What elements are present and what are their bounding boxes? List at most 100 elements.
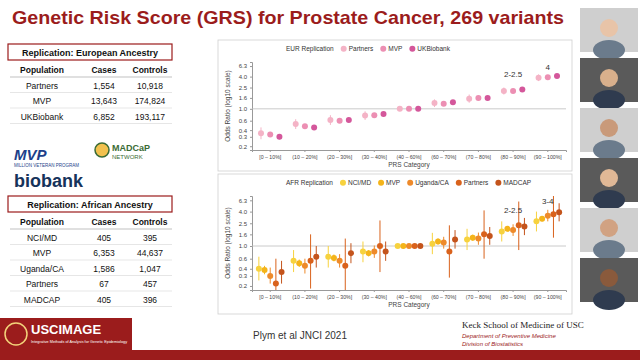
point: [366, 250, 372, 256]
point: [406, 243, 412, 249]
video-person-body: [593, 190, 625, 210]
point: [346, 117, 352, 123]
tick-label: (90 – 100%]: [534, 294, 563, 300]
point: [337, 118, 343, 124]
series: [256, 212, 540, 281]
plot-area: [252, 73, 566, 140]
point: [267, 132, 273, 138]
tick-label: 1.0: [239, 106, 248, 112]
chart-frame: [218, 174, 572, 314]
tick-mark: [250, 269, 252, 270]
point: [485, 95, 491, 101]
annotation: 3-4: [542, 197, 554, 206]
point: [533, 218, 539, 224]
series: [279, 203, 563, 283]
series: [267, 74, 551, 137]
tick-label: 0.2: [239, 144, 248, 150]
point: [441, 240, 447, 246]
y-tick: 2.5: [239, 221, 252, 227]
table-cell: MVP: [33, 248, 52, 258]
tick-mark: [250, 77, 252, 78]
video-person-body: [593, 40, 625, 60]
point: [293, 121, 299, 127]
y-tick: 1.0: [239, 243, 252, 249]
footer-school: Keck School of Medicine of USC: [462, 320, 584, 330]
series: [258, 74, 542, 139]
tick-label: (90 – 100%]: [534, 154, 563, 160]
video-person-head: [600, 219, 618, 237]
footer-logo-sub: Integrative Methods of Analysis for Gene…: [31, 340, 127, 344]
point: [464, 237, 470, 243]
point: [452, 237, 458, 243]
point: [362, 113, 368, 119]
point: [504, 226, 510, 232]
point: [331, 255, 337, 261]
series: [276, 73, 560, 140]
tick-mark: [513, 150, 514, 152]
table-cell: Uganda/CA: [20, 264, 64, 274]
table-title-box: [8, 196, 172, 212]
tick-mark: [374, 290, 375, 292]
tick-mark: [409, 150, 410, 152]
table-cell: 6,353: [93, 248, 115, 258]
tick-mark: [250, 88, 252, 89]
tick-label: 2.5: [239, 85, 248, 91]
axis-line: [250, 197, 253, 291]
table-header: Population: [20, 65, 64, 75]
tick-mark: [443, 290, 444, 292]
y-tick: 0.4: [239, 266, 252, 272]
x-tick: (20 – 30%]: [327, 150, 353, 160]
tick-label: 0.2: [239, 283, 248, 289]
logo-madcap: MADCaP: [112, 143, 150, 153]
x-tick: (40 – 60%]: [396, 150, 422, 160]
tick-mark: [250, 98, 252, 99]
x-axis-title: PRS Category: [388, 301, 430, 309]
tick-mark: [443, 150, 444, 152]
tick-label: 6.3: [239, 63, 248, 69]
tick-mark: [250, 259, 252, 260]
point: [435, 238, 441, 244]
table-header: Cases: [91, 65, 116, 75]
x-tick: (60 – 70%]: [431, 290, 457, 300]
y-tick: 2.5: [239, 85, 252, 91]
point: [441, 101, 447, 107]
legend-label: MVP: [388, 45, 402, 52]
tick-mark: [250, 137, 252, 138]
table-cell: 193,117: [135, 112, 165, 122]
point: [475, 95, 481, 101]
point: [415, 106, 421, 112]
point: [545, 74, 551, 80]
x-tick: [0 – 10%]: [259, 150, 281, 160]
table-cell: 1,586: [93, 264, 115, 274]
video-person-body: [593, 240, 625, 260]
table-title-box: [8, 44, 172, 60]
tick-label: (20 – 30%]: [327, 154, 353, 160]
y-axis: 0.20.30.40.61.01.62.54.06.3: [239, 197, 253, 291]
logo-madcap-sub: NETWORK: [112, 154, 143, 160]
tick-mark: [250, 146, 252, 147]
y-axis-title: Odds Ratio (log10 scale): [224, 70, 232, 142]
table-rule: [10, 123, 172, 124]
tick-label: 0.3: [239, 134, 248, 140]
footer-division: Division of Biostatistics: [462, 341, 523, 347]
tick-label: 1.6: [239, 95, 248, 101]
table-rule: [10, 306, 172, 307]
point: [395, 243, 401, 249]
legend-marker: [407, 180, 413, 186]
legend-label: NCI/MD: [348, 179, 371, 186]
legend-label: Uganda/CA: [415, 179, 449, 187]
table-cell: 174,824: [135, 96, 166, 106]
table-cell: 6,852: [93, 112, 115, 122]
table-cell: 10,918: [137, 81, 163, 91]
tick-label: (20 – 30%]: [327, 294, 353, 300]
table-cell: 67: [99, 279, 109, 289]
y-tick: 0.6: [239, 256, 252, 262]
x-axis-title: PRS Category: [388, 161, 430, 169]
legend: EUR ReplicationPartnersMVPUKBiobank: [286, 45, 451, 53]
y-tick: 4.0: [239, 209, 252, 215]
point: [342, 263, 348, 269]
video-person-head: [600, 169, 618, 187]
logo-madcap-globe: [95, 143, 109, 157]
table-header: Cases: [91, 217, 116, 227]
y-tick: 0.2: [239, 283, 252, 289]
